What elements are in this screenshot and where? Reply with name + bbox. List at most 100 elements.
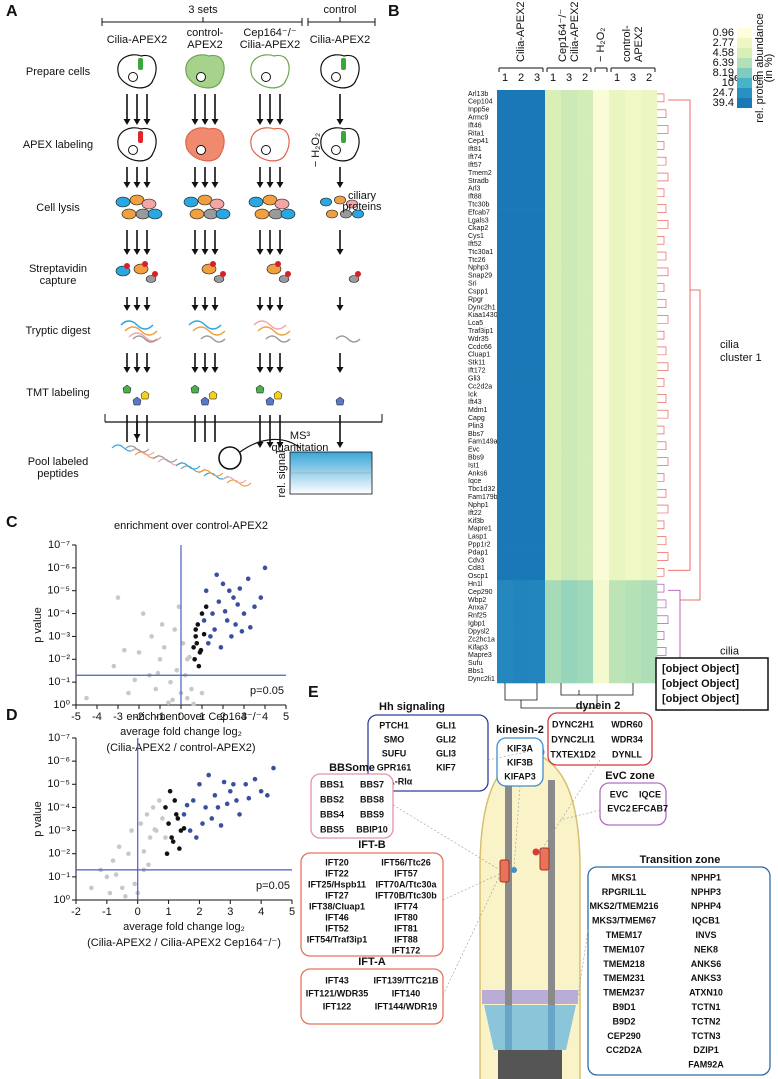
heat-cell — [593, 643, 610, 652]
heat-cell — [545, 429, 562, 439]
dendrogram — [657, 378, 665, 387]
point — [185, 695, 190, 701]
gene-label: Ift22 — [468, 510, 482, 517]
heat-cell — [545, 548, 562, 557]
point — [221, 779, 227, 785]
connector — [392, 804, 501, 871]
heat-cell — [625, 176, 642, 186]
heat-cell — [529, 311, 546, 320]
heat-cell — [593, 580, 610, 589]
point — [227, 588, 232, 594]
arrow — [211, 249, 219, 255]
protein-name: IFT25/Hspb11 — [308, 879, 366, 889]
tier-label: [object Object] — [662, 678, 739, 690]
point — [172, 627, 177, 632]
heat-cell — [641, 619, 658, 628]
arrow — [336, 182, 344, 188]
heat-cell — [529, 161, 546, 170]
gene-label: Cspp1 — [468, 288, 488, 295]
heat-cell — [513, 588, 530, 597]
heat-cell — [513, 477, 530, 486]
heat-cell — [529, 429, 546, 439]
gene-label: Ccdc66 — [468, 344, 492, 351]
heat-cell — [593, 619, 610, 628]
heat-cell — [625, 651, 642, 660]
point — [208, 634, 213, 639]
heat-cell — [625, 287, 642, 296]
heat-cell — [513, 390, 530, 399]
heat-cell — [625, 643, 642, 652]
heat-cell — [593, 651, 610, 660]
point — [157, 798, 162, 803]
heat-cell — [497, 572, 514, 581]
heat-cell — [593, 516, 610, 526]
point — [229, 634, 234, 639]
heat-cell — [513, 311, 530, 320]
heat-cell — [641, 327, 658, 336]
heat-cell — [641, 208, 658, 217]
arrow — [276, 182, 284, 188]
heat-cell — [545, 485, 562, 494]
y-tick-label: 10⁰ — [53, 699, 70, 711]
point — [195, 622, 201, 627]
heat-cell — [497, 406, 514, 415]
heat-cell — [513, 516, 530, 526]
heat-cell — [609, 176, 626, 186]
point — [224, 801, 230, 807]
heat-cell — [577, 627, 594, 636]
heat-cell — [561, 445, 578, 455]
heat-cell — [577, 485, 594, 494]
heat-cell — [609, 477, 626, 486]
gene-label: Cep41 — [468, 138, 489, 145]
heat-cell — [513, 240, 530, 249]
heat-cell — [593, 295, 610, 304]
y-axis-label: p value — [32, 607, 44, 642]
heat-cell — [593, 398, 610, 407]
step-label: peptides — [37, 468, 79, 480]
arrow — [191, 305, 199, 311]
x-tick-label: -2 — [134, 711, 144, 723]
heat-cell — [561, 406, 578, 415]
heat-cell — [593, 169, 610, 178]
point — [252, 776, 258, 782]
group-title: IFT-A — [358, 956, 386, 968]
heat-cell — [561, 398, 578, 407]
heat-cell — [625, 105, 642, 115]
heat-cell — [561, 414, 578, 423]
peptide — [120, 320, 154, 330]
point — [163, 835, 168, 840]
heat-cell — [497, 588, 514, 597]
heat-cell — [641, 145, 658, 154]
heat-cell — [513, 287, 530, 296]
heat-cell — [609, 137, 626, 146]
group-title: IFT-B — [358, 839, 386, 851]
heat-cell — [641, 374, 658, 383]
heat-cell — [529, 643, 546, 652]
gene-label: Bbs1 — [468, 668, 484, 675]
heat-cell — [561, 619, 578, 628]
heat-cell — [545, 97, 562, 107]
heat-cell — [561, 453, 578, 462]
group-box — [310, 773, 394, 839]
point — [123, 894, 128, 899]
dendrogram — [657, 473, 665, 482]
protein-name: IFT139/TTC21B — [373, 975, 439, 985]
heat-cell — [593, 469, 610, 478]
column-header: Cep164⁻/⁻ — [557, 9, 569, 62]
note: ciliary — [348, 190, 377, 202]
protein-name: TXTEX1D2 — [550, 749, 596, 759]
legend-label: 2.77 — [713, 37, 734, 49]
heat-cell — [561, 651, 578, 660]
heat-cell — [641, 295, 658, 304]
panel-letter: D — [6, 707, 18, 724]
heat-cell — [625, 659, 642, 668]
heat-cell — [529, 287, 546, 296]
heat-cell — [609, 580, 626, 589]
heat-cell — [609, 129, 626, 138]
header: 3 sets — [188, 4, 218, 16]
heat-cell — [641, 153, 658, 162]
heat-cell — [577, 651, 594, 660]
heat-cell — [577, 366, 594, 375]
heat-cell — [529, 129, 546, 138]
set-number: 1 — [550, 72, 556, 84]
